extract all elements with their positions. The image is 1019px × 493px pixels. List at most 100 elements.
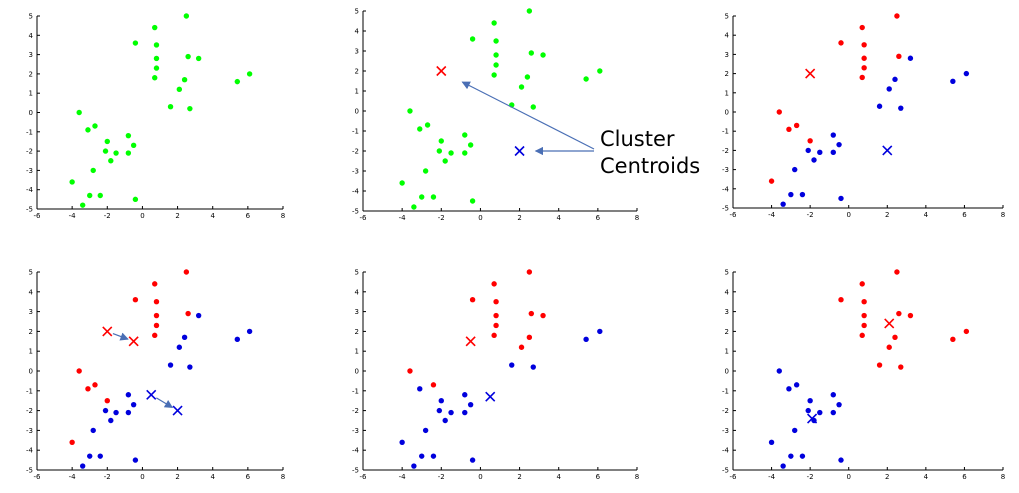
x-tick-label: 0 [846,211,850,219]
y-tick-label: -3 [722,166,729,174]
blue-data-point [530,364,536,370]
green-data-point [153,42,160,48]
y-tick-label: -2 [722,147,729,155]
blue-centroid-marker [514,145,525,157]
y-tick-label: -5 [352,208,359,216]
x-tick-label: 2 [885,473,889,481]
y-tick-label: 3 [29,51,33,59]
green-data-point [132,40,139,46]
blue-data-point [113,409,119,416]
green-data-point [113,150,119,156]
green-data-point [92,123,98,129]
red-data-point [861,322,867,329]
red-data-point [491,281,497,287]
red-data-point [152,332,158,339]
blue-data-point [817,149,823,156]
x-tick-label: 2 [175,473,179,481]
x-tick-label: -6 [360,214,368,222]
green-data-point [583,76,589,82]
red-data-point [526,334,533,341]
x-tick-label: -2 [104,212,111,220]
green-data-point [132,196,139,203]
blue-data-point [892,76,898,83]
y-tick-label: -1 [352,387,359,395]
blue-data-point [90,427,96,434]
y-tick-label: 2 [355,68,359,76]
x-tick-label: -6 [34,473,42,481]
red-centroid-marker [884,318,895,329]
y-tick-label: 5 [725,13,729,21]
y-tick-label: 0 [29,109,33,117]
green-data-point [540,52,546,58]
y-tick-label: 3 [29,308,33,316]
y-tick-label: -1 [352,128,359,136]
x-tick-label: 8 [1001,211,1005,219]
y-tick-label: -2 [352,148,359,156]
red-data-point [153,312,160,319]
y-tick-label: -1 [722,128,729,136]
green-data-point [438,138,444,144]
scatter-panel-6: -6 -4 -2 0 2 4 6 8 -5 -4 -3 -2 -1 0 1 2 3 4 5 [722,269,1005,482]
x-tick-label: 2 [885,211,889,219]
blue-data-point [234,336,241,343]
y-tick-label: -3 [722,427,729,435]
y-tick-label: -2 [722,407,729,415]
green-data-point [90,167,96,174]
y-tick-label: -1 [26,387,33,395]
y-tick-label: 3 [725,51,729,59]
annotation-arrow-to-red-centroid [461,81,595,150]
y-tick-label: -4 [26,447,34,455]
blue-data-point [469,457,476,463]
x-tick-label: -2 [807,211,814,219]
green-data-point [76,109,82,116]
green-data-point [130,142,137,149]
y-tick-label: 0 [29,368,33,376]
y-tick-label: -5 [722,467,729,475]
red-data-point [838,40,844,46]
green-data-point [104,138,110,145]
green-data-point [469,198,476,204]
y-tick-label: -4 [722,447,730,455]
y-tick-label: 0 [355,368,359,376]
y-tick-label: -2 [26,148,33,156]
y-tick-label: 2 [29,70,33,78]
green-data-point [518,84,525,90]
red-data-point [886,344,892,350]
y-tick-label: 4 [29,32,34,40]
blue-data-point [817,409,823,416]
green-data-point [153,55,160,62]
y-tick-label: -3 [26,427,33,435]
x-tick-label: 6 [596,473,601,481]
x-tick-label: -6 [730,473,738,481]
blue-data-point [886,86,892,92]
scatter-panel-3: -6 -4 -2 0 2 4 6 8 -5 -4 -3 -2 -1 0 1 2 3 4 5 [722,13,1005,220]
green-data-point [530,104,536,110]
blue-data-point [167,362,174,368]
blue-data-point [125,409,132,416]
y-tick-label: 1 [355,348,359,356]
red-data-point [807,138,813,144]
blue-data-point [811,157,817,163]
x-tick-label: 4 [924,211,929,219]
red-data-point [892,334,898,341]
green-data-point [246,71,253,77]
green-data-point [493,38,499,44]
x-tick-label: 4 [924,473,929,481]
blue-data-point [838,195,844,202]
red-data-point [430,382,437,388]
y-tick-label: 1 [725,89,729,97]
blue-centroid-marker [172,405,183,416]
x-tick-label: 6 [246,473,251,481]
y-tick-label: 2 [355,328,359,336]
green-data-point [430,194,437,200]
green-data-point [183,13,190,19]
blue-data-point [799,191,806,198]
green-data-point [422,168,429,174]
blue-data-point [792,166,798,173]
blue-data-point [130,401,137,408]
y-tick-label: -1 [722,387,729,395]
green-data-point [417,126,423,132]
red-data-point [69,439,75,445]
y-tick-label: 1 [725,348,729,356]
x-tick-label: -4 [69,212,77,220]
